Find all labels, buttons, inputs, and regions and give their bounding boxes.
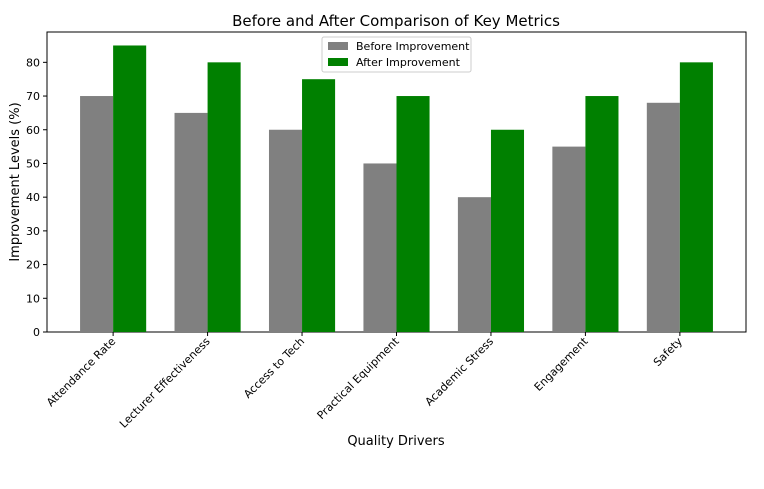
bar-after-0 <box>113 45 147 332</box>
x-axis-label: Quality Drivers <box>347 434 445 449</box>
bar-after-4 <box>490 129 525 332</box>
y-tick-label: 30 <box>26 225 40 238</box>
bar-before-0 <box>80 96 114 332</box>
bar-before-5 <box>552 146 586 332</box>
y-axis-label: Improvement Levels (%) <box>8 102 23 261</box>
y-tick-label: 0 <box>33 326 40 339</box>
x-tick-label: Academic Stress <box>423 335 497 409</box>
x-tick-label: Attendance Rate <box>44 335 118 409</box>
x-tick-label: Safety <box>651 335 685 369</box>
y-tick-label: 40 <box>26 191 40 204</box>
bar-before-2 <box>268 129 303 332</box>
x-tick-label: Access to Tech <box>241 335 307 401</box>
bar-before-1 <box>174 112 208 333</box>
y-tick-label: 60 <box>26 124 40 137</box>
bar-after-2 <box>302 79 336 332</box>
x-tick-label: Lecturer Effectiveness <box>117 335 213 431</box>
bar-before-6 <box>646 102 680 332</box>
x-tick-label: Engagement <box>532 334 591 393</box>
legend-swatch-after <box>328 58 348 66</box>
bar-after-3 <box>396 96 430 332</box>
bar-after-6 <box>679 62 713 333</box>
legend: Before Improvement After Improvement <box>321 36 472 73</box>
y-tick-label: 50 <box>26 157 40 170</box>
legend-swatch-before <box>328 42 348 50</box>
legend-label-before: Before Improvement <box>356 40 470 53</box>
bars-group <box>80 45 713 333</box>
legend-box <box>321 36 472 73</box>
y-tick-label: 80 <box>26 56 40 69</box>
bar-after-5 <box>585 96 619 332</box>
x-tick-label: Practical Equipment <box>315 334 403 422</box>
legend-label-after: After Improvement <box>356 56 461 69</box>
bar-after-1 <box>207 62 241 333</box>
y-axis: 0 10 20 30 40 50 60 70 80 <box>26 56 47 339</box>
y-tick-label: 10 <box>26 292 40 305</box>
y-tick-label: 20 <box>26 259 40 272</box>
chart-title: Before and After Comparison of Key Metri… <box>232 12 560 30</box>
y-tick-label: 70 <box>26 90 40 103</box>
bar-before-3 <box>363 163 397 332</box>
bar-before-4 <box>457 197 491 332</box>
